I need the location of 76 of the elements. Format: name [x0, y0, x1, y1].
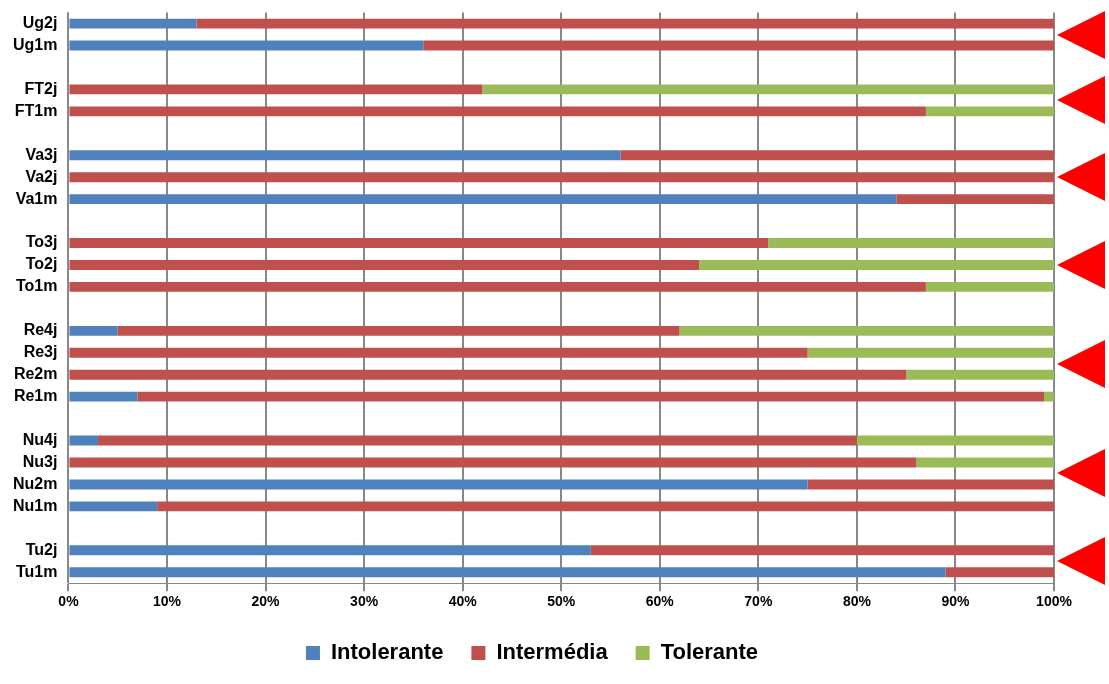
- bar: [896, 194, 1054, 205]
- bar: [69, 194, 897, 205]
- y-tick-label: FT2j: [24, 79, 58, 97]
- x-tick-label: 40%: [448, 593, 478, 610]
- bar: [1044, 391, 1054, 402]
- bar: [768, 238, 1054, 248]
- bar: [69, 40, 424, 51]
- bar: [925, 106, 1054, 117]
- x-tick-label: 30%: [350, 593, 379, 610]
- y-tick-label: Tu2j: [25, 540, 58, 558]
- y-tick-label: Nu3j: [22, 452, 58, 470]
- bar: [196, 18, 1054, 29]
- bar: [69, 172, 1054, 183]
- bar: [620, 150, 1054, 161]
- bar: [69, 457, 917, 468]
- bar: [906, 369, 1054, 380]
- bar: [482, 84, 1054, 95]
- x-tick-label: 10%: [152, 593, 182, 610]
- bar: [69, 567, 946, 578]
- y-tick-label: Nu4j: [22, 430, 58, 448]
- y-tick-label: Re1m: [13, 387, 58, 405]
- bar: [98, 435, 857, 446]
- bar: [69, 281, 926, 292]
- bar: [69, 18, 197, 29]
- y-tick-label: To2j: [25, 255, 58, 273]
- y-tick-label: Nu1m: [13, 496, 58, 514]
- y-tick-label: Re4j: [23, 321, 58, 339]
- y-tick-label: Tu1m: [15, 562, 58, 580]
- x-tick-label: 100%: [1036, 593, 1073, 610]
- y-tick-label: To3j: [25, 233, 58, 251]
- bar: [679, 325, 1054, 336]
- bar: [69, 391, 138, 402]
- bar: [69, 84, 483, 95]
- y-tick-label: Ug1m: [13, 35, 58, 53]
- bar: [856, 435, 1054, 446]
- bar: [137, 391, 1045, 402]
- bar: [925, 281, 1054, 292]
- bar: [807, 479, 1054, 490]
- bar: [69, 369, 907, 380]
- x-tick-label: 60%: [645, 593, 675, 610]
- y-tick-label: Re2m: [13, 365, 58, 383]
- bar: [807, 347, 1054, 358]
- bar: [945, 567, 1054, 578]
- x-tick-label: 50%: [547, 593, 576, 610]
- y-tick-label: Va1m: [15, 189, 58, 207]
- bar: [69, 545, 591, 556]
- x-tick-label: 20%: [251, 593, 281, 610]
- bar: [699, 260, 1054, 270]
- bar: [69, 150, 621, 161]
- legend-label: Tolerante: [660, 639, 759, 665]
- bar: [69, 238, 769, 248]
- y-tick-label: Re3j: [23, 343, 58, 361]
- bar: [117, 325, 680, 336]
- x-tick-label: 90%: [941, 593, 970, 610]
- y-tick-label: Ug2j: [22, 13, 58, 31]
- bar: [69, 479, 808, 490]
- bar: [69, 435, 99, 446]
- legend-label: Intolerante: [330, 639, 444, 665]
- bar: [590, 545, 1054, 556]
- y-tick-label: FT1m: [14, 101, 58, 119]
- bar: [157, 501, 1054, 512]
- bar: [69, 501, 158, 512]
- x-tick-label: 80%: [842, 593, 872, 610]
- y-tick-label: Va3j: [25, 145, 58, 163]
- bar: [69, 260, 700, 270]
- bar: [69, 106, 926, 117]
- bar: [69, 325, 118, 336]
- y-tick-label: Va2j: [25, 167, 58, 185]
- x-tick-label: 70%: [744, 593, 773, 610]
- bar: [69, 347, 808, 358]
- bar: [916, 457, 1054, 468]
- legend-label: Intermédia: [496, 639, 609, 665]
- bar: [423, 40, 1054, 51]
- y-tick-label: To1m: [15, 277, 58, 295]
- y-tick-label: Nu2m: [13, 474, 58, 492]
- x-tick-label: 0%: [58, 593, 80, 610]
